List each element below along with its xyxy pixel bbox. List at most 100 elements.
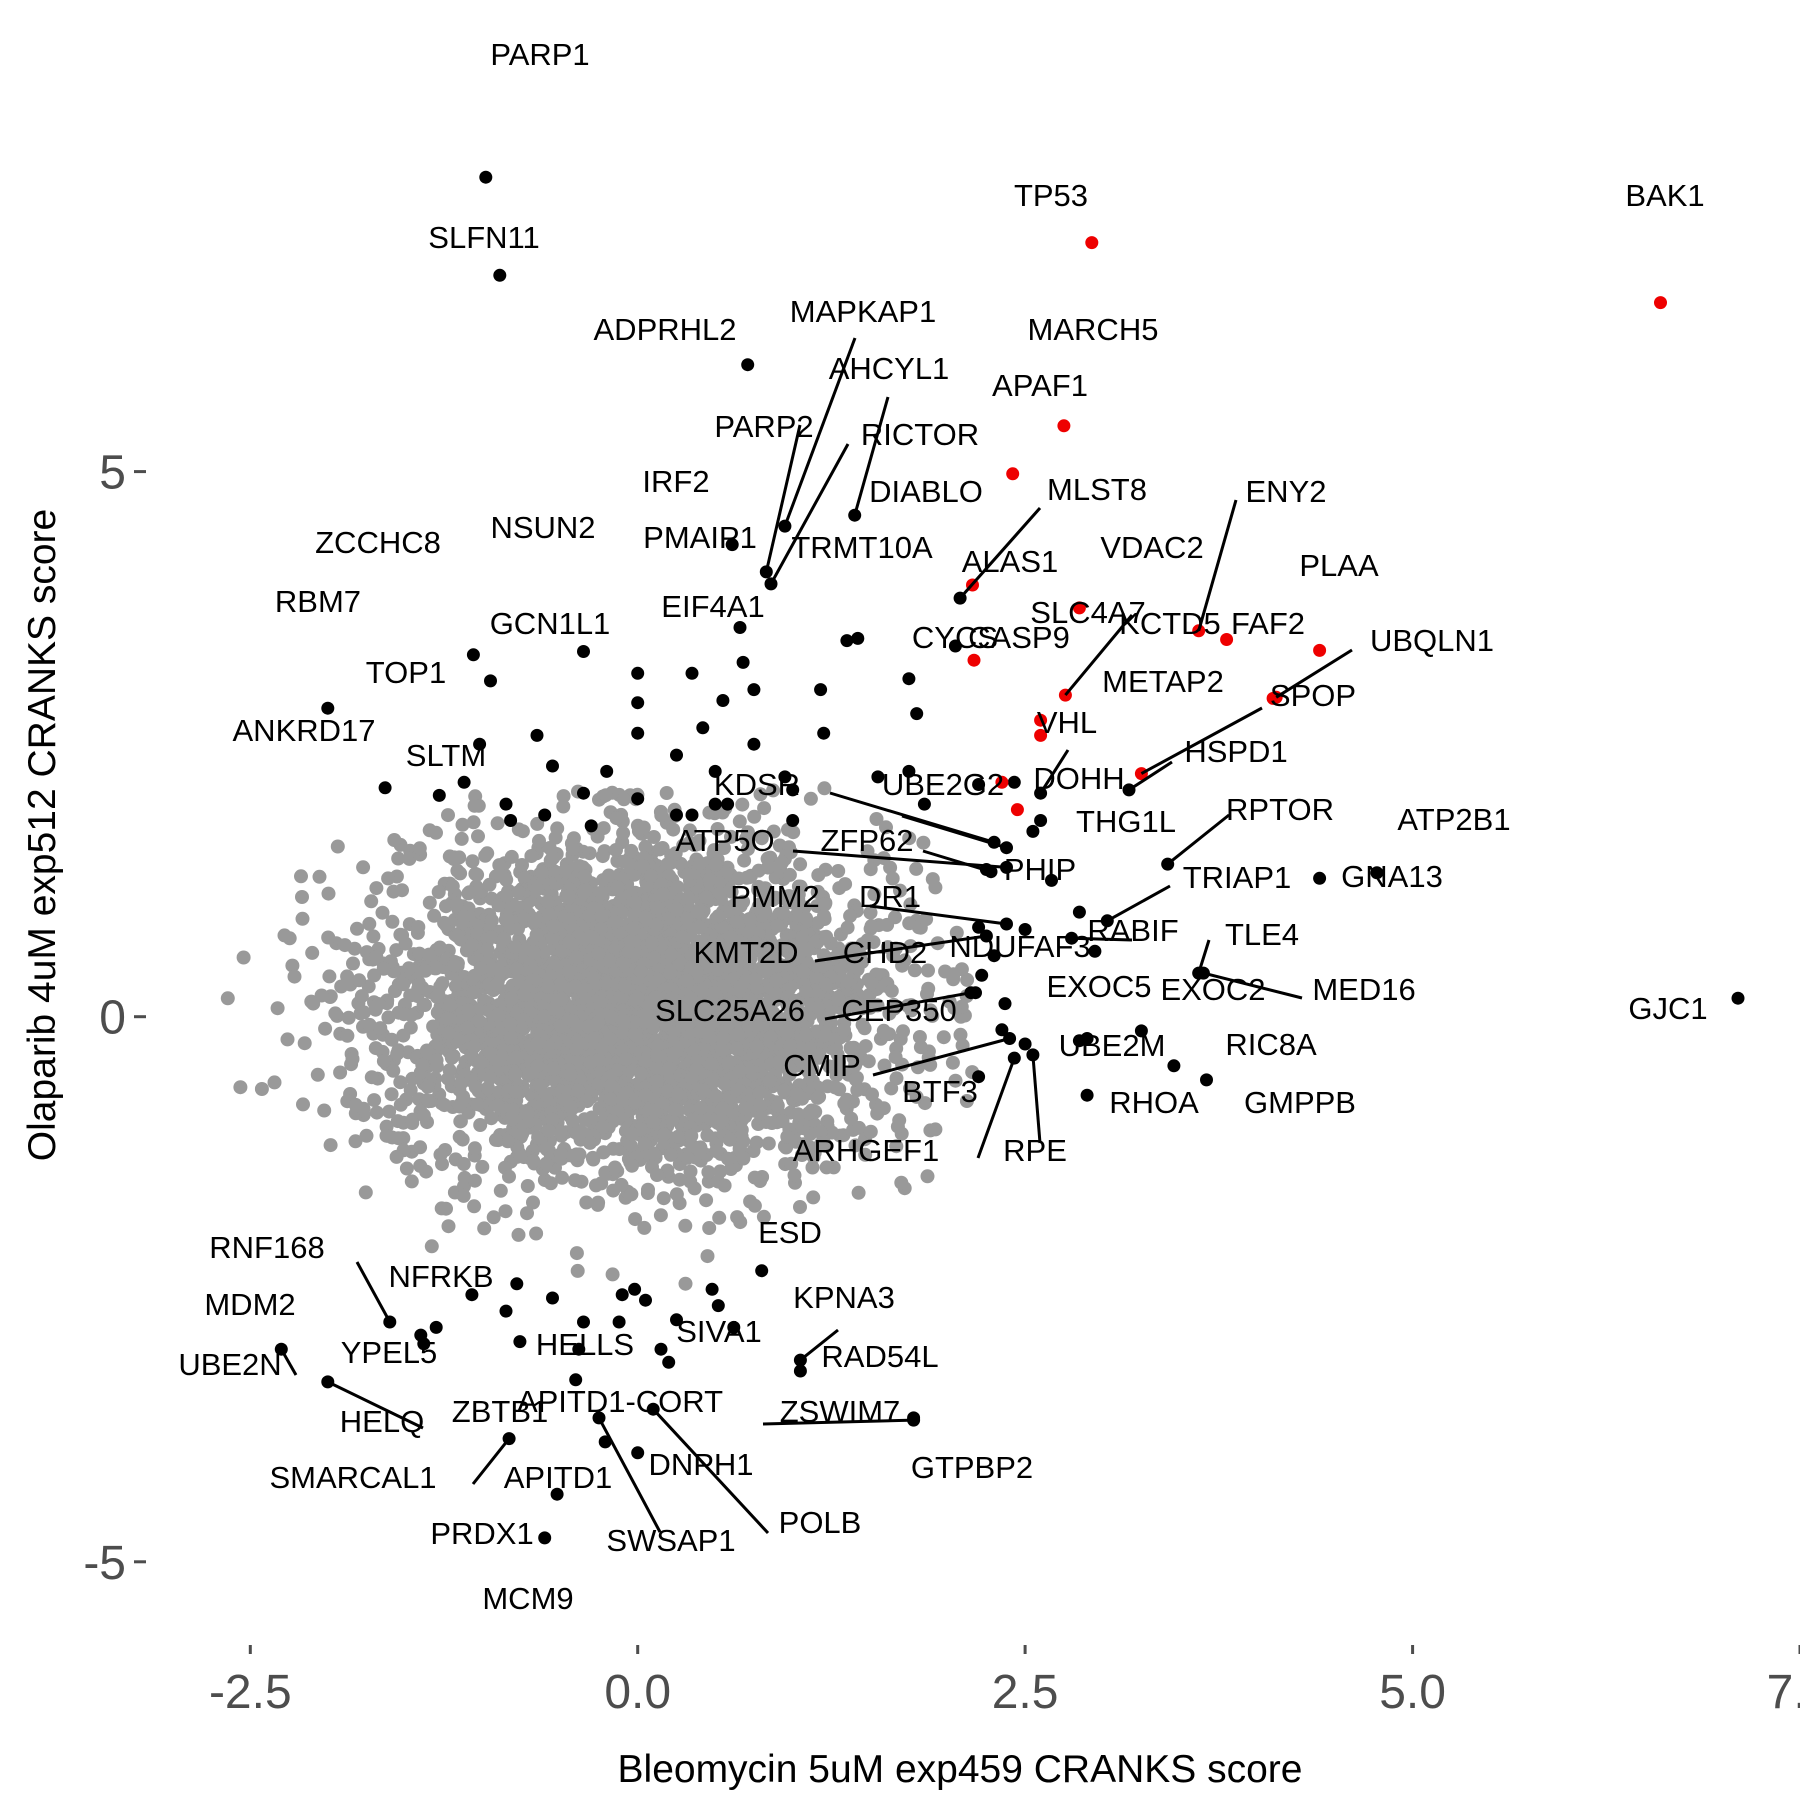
hit-point: [786, 783, 800, 797]
background-point: [455, 817, 470, 832]
point-eif4a1: [631, 666, 645, 680]
background-point: [717, 1178, 732, 1193]
background-point: [925, 872, 940, 887]
background-point: [925, 1008, 940, 1023]
label-trmt10a: TRMT10A: [791, 530, 933, 565]
background-point: [530, 882, 545, 896]
background-point: [381, 1010, 396, 1025]
background-point: [509, 1050, 524, 1065]
label-gcn1l1: GCN1L1: [490, 606, 611, 641]
background-point: [387, 833, 402, 847]
leader-swsap1: [597, 1417, 662, 1533]
leader-arhgef1: [976, 1057, 1016, 1159]
background-point: [498, 912, 513, 927]
background-point: [493, 1183, 508, 1198]
label-eny2: ENY2: [1246, 474, 1327, 509]
label-slc4a7: SLC4A7: [1030, 595, 1145, 630]
label-chd2: CHD2: [843, 935, 927, 970]
background-point: [692, 920, 707, 935]
label-thg1l: THG1L: [1076, 804, 1176, 839]
background-point: [736, 1151, 751, 1166]
label-gjc1: GJC1: [1628, 991, 1707, 1026]
background-point: [793, 857, 808, 872]
background-point: [554, 1019, 569, 1034]
background-point: [511, 885, 526, 900]
background-point: [554, 1147, 569, 1162]
background-point: [754, 1008, 769, 1022]
background-point: [440, 1011, 455, 1026]
label-atp2b1: ATP2B1: [1397, 802, 1510, 837]
background-point: [799, 984, 814, 999]
hit-point: [747, 683, 761, 697]
point-siva1: [654, 1342, 668, 1356]
background-point: [928, 1122, 943, 1137]
background-point: [416, 997, 431, 1012]
background-point: [666, 991, 681, 1006]
background-point: [553, 977, 568, 992]
background-point: [620, 1085, 635, 1100]
background-point: [616, 1013, 631, 1028]
background-point: [748, 936, 763, 951]
background-point: [467, 798, 482, 813]
background-point: [362, 1017, 377, 1032]
point-gjc1: [1731, 991, 1745, 1005]
background-point: [509, 961, 524, 976]
background-point: [471, 829, 485, 844]
hit-point: [670, 1313, 683, 1327]
axes: -2.5 0.0 2.5 5.0 7.5 5 0 -5: [83, 447, 1800, 1719]
background-point: [644, 935, 659, 950]
background-point: [323, 1138, 338, 1153]
background-point: [312, 869, 327, 884]
background-point: [555, 1170, 570, 1185]
leader-cmip: [872, 1037, 1010, 1077]
point-nsun2: [484, 674, 497, 688]
background-point: [305, 945, 320, 960]
background-point: [799, 911, 814, 926]
hit-point: [716, 694, 730, 707]
label-ube2m: UBE2M: [1059, 1028, 1166, 1063]
hit-point: [510, 1277, 524, 1291]
background-point: [277, 928, 292, 943]
point-cycs: [967, 653, 981, 667]
background-point: [611, 1062, 625, 1077]
background-point: [707, 986, 722, 1001]
background-point: [697, 933, 712, 948]
label-parp2: PARP2: [714, 409, 813, 444]
hit-point: [696, 721, 710, 735]
background-point: [547, 919, 561, 934]
background-point: [649, 1060, 664, 1075]
background-point: [531, 1130, 546, 1145]
background-point: [690, 964, 705, 979]
point-irf2: [725, 538, 739, 552]
background-point: [405, 1116, 420, 1130]
background-point: [657, 1127, 671, 1142]
background-point: [775, 1114, 790, 1129]
point-zbtb1: [569, 1373, 583, 1387]
background-point: [491, 898, 506, 913]
background-point: [843, 1041, 858, 1055]
label-hells: HELLS: [536, 1327, 634, 1362]
background-point: [769, 1017, 784, 1032]
background-point: [490, 816, 505, 831]
hit-point: [902, 764, 916, 778]
background-point: [818, 1028, 833, 1043]
background-point: [386, 1063, 401, 1078]
point-rbm7: [321, 701, 335, 715]
label-swsap1: SWSAP1: [606, 1523, 735, 1558]
background-point: [921, 963, 935, 978]
background-point: [790, 1087, 804, 1102]
background-point: [777, 889, 792, 904]
label-ube2g2: UBE2G2: [882, 767, 1004, 802]
label-siva1: SIVA1: [676, 1314, 762, 1349]
label-gtpbp2: GTPBP2: [911, 1450, 1033, 1485]
hit-point: [615, 1288, 629, 1302]
background-point: [733, 980, 748, 995]
background-point: [583, 1055, 598, 1070]
x-axis-title: Bleomycin 5uM exp459 CRANKS score: [618, 1748, 1303, 1791]
point-alas1: [948, 639, 962, 653]
background-point: [468, 866, 483, 881]
background-point: [389, 1149, 404, 1164]
y-axis-title: Olaparib 4uM exp512 CRANKS score: [21, 509, 64, 1161]
background-point: [570, 1263, 585, 1278]
background-point: [601, 953, 616, 968]
